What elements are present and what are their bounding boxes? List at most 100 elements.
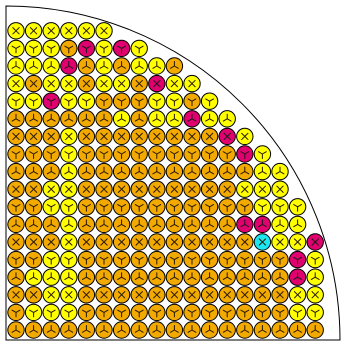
fuel-cell-r15-c1[interactable] bbox=[24, 268, 43, 286]
fuel-cell-r7-c2[interactable] bbox=[42, 127, 60, 146]
fuel-cell-r7-c1[interactable] bbox=[24, 127, 43, 146]
fuel-cell-r9-c9[interactable] bbox=[165, 162, 184, 181]
fuel-cell-r16-c15[interactable] bbox=[271, 286, 289, 304]
fuel-cell-r11-c12[interactable] bbox=[218, 198, 236, 216]
fuel-cell-r8-c4[interactable] bbox=[77, 145, 96, 163]
fuel-cell-r12-c10[interactable] bbox=[183, 215, 201, 234]
fuel-cell-r13-c0[interactable] bbox=[7, 233, 25, 251]
fuel-cell-r2-c0[interactable] bbox=[7, 39, 25, 58]
fuel-cell-r18-c11[interactable] bbox=[200, 321, 219, 339]
fuel-cell-r13-c7[interactable] bbox=[130, 233, 148, 251]
fuel-cell-r14-c5[interactable] bbox=[95, 250, 113, 269]
fuel-cell-r5-c9[interactable] bbox=[165, 92, 184, 110]
fuel-cell-r15-c13[interactable] bbox=[236, 268, 254, 286]
fuel-cell-r10-c3[interactable] bbox=[60, 180, 78, 198]
fuel-cell-r7-c4[interactable] bbox=[77, 127, 96, 146]
fuel-cell-r14-c1[interactable] bbox=[24, 250, 43, 269]
fuel-cell-r5-c5[interactable] bbox=[95, 92, 113, 110]
fuel-cell-r12-c6[interactable] bbox=[112, 215, 131, 234]
fuel-cell-r11-c8[interactable] bbox=[148, 198, 166, 216]
fuel-cell-r18-c9[interactable] bbox=[165, 321, 184, 339]
fuel-cell-r15-c4[interactable] bbox=[77, 268, 96, 286]
fuel-cell-r8-c10[interactable] bbox=[183, 145, 201, 163]
fuel-cell-r18-c2[interactable] bbox=[42, 321, 60, 339]
fuel-cell-r6-c4[interactable] bbox=[77, 110, 96, 128]
fuel-cell-r7-c11[interactable] bbox=[200, 127, 219, 146]
fuel-cell-r4-c8[interactable] bbox=[148, 74, 166, 93]
fuel-cell-r12-c1[interactable] bbox=[24, 215, 43, 234]
fuel-cell-r12-c3[interactable] bbox=[60, 215, 78, 234]
fuel-cell-r8-c6[interactable] bbox=[112, 145, 131, 163]
fuel-cell-r1-c3[interactable] bbox=[60, 22, 78, 40]
fuel-cell-r18-c13[interactable] bbox=[236, 321, 254, 339]
fuel-cell-r10-c13[interactable] bbox=[236, 180, 254, 198]
fuel-cell-r4-c6[interactable] bbox=[112, 74, 131, 93]
fuel-cell-r18-c12[interactable] bbox=[218, 321, 236, 339]
fuel-cell-r13-c6[interactable] bbox=[112, 233, 131, 251]
fuel-cell-r1-c1[interactable] bbox=[24, 22, 43, 40]
fuel-cell-r12-c5[interactable] bbox=[95, 215, 113, 234]
fuel-cell-r3-c8[interactable] bbox=[148, 57, 166, 75]
fuel-cell-r17-c16[interactable] bbox=[288, 303, 307, 322]
fuel-cell-r18-c7[interactable] bbox=[130, 321, 148, 339]
fuel-cell-r3-c6[interactable] bbox=[112, 57, 131, 75]
fuel-cell-r11-c5[interactable] bbox=[95, 198, 113, 216]
fuel-cell-r1-c0[interactable] bbox=[7, 22, 25, 40]
fuel-cell-r11-c9[interactable] bbox=[165, 198, 184, 216]
fuel-cell-r16-c16[interactable] bbox=[288, 286, 307, 304]
fuel-cell-r7-c0[interactable] bbox=[7, 127, 25, 146]
fuel-cell-r8-c2[interactable] bbox=[42, 145, 60, 163]
fuel-cell-r9-c8[interactable] bbox=[148, 162, 166, 181]
fuel-cell-r9-c15[interactable] bbox=[271, 162, 289, 181]
fuel-cell-r13-c9[interactable] bbox=[165, 233, 184, 251]
fuel-cell-r10-c1[interactable] bbox=[24, 180, 43, 198]
fuel-cell-r16-c11[interactable] bbox=[200, 286, 219, 304]
fuel-cell-r9-c4[interactable] bbox=[77, 162, 96, 181]
fuel-cell-r15-c6[interactable] bbox=[112, 268, 131, 286]
fuel-cell-r9-c3[interactable] bbox=[60, 162, 78, 181]
fuel-cell-r11-c10[interactable] bbox=[183, 198, 201, 216]
fuel-cell-r6-c5[interactable] bbox=[95, 110, 113, 128]
fuel-cell-r4-c0[interactable] bbox=[7, 74, 25, 93]
fuel-cell-r12-c7[interactable] bbox=[130, 215, 148, 234]
fuel-cell-r10-c7[interactable] bbox=[130, 180, 148, 198]
fuel-cell-r9-c5[interactable] bbox=[95, 162, 113, 181]
fuel-cell-r14-c8[interactable] bbox=[148, 250, 166, 269]
fuel-cell-r17-c0[interactable] bbox=[7, 303, 25, 322]
fuel-cell-r13-c1[interactable] bbox=[24, 233, 43, 251]
fuel-cell-r7-c8[interactable] bbox=[148, 127, 166, 146]
fuel-cell-r12-c12[interactable] bbox=[218, 215, 236, 234]
fuel-cell-r17-c8[interactable] bbox=[148, 303, 166, 322]
fuel-cell-r5-c4[interactable] bbox=[77, 92, 96, 110]
fuel-cell-r5-c1[interactable] bbox=[24, 92, 43, 110]
fuel-cell-r13-c4[interactable] bbox=[77, 233, 96, 251]
fuel-cell-r12-c8[interactable] bbox=[148, 215, 166, 234]
fuel-cell-r10-c15[interactable] bbox=[271, 180, 289, 198]
fuel-cell-r10-c2[interactable] bbox=[42, 180, 60, 198]
fuel-cell-r9-c14[interactable] bbox=[253, 162, 272, 181]
fuel-cell-r3-c2[interactable] bbox=[42, 57, 60, 75]
fuel-cell-r1-c5[interactable] bbox=[95, 22, 113, 40]
fuel-cell-r3-c1[interactable] bbox=[24, 57, 43, 75]
fuel-cell-r12-c9[interactable] bbox=[165, 215, 184, 234]
fuel-cell-r7-c5[interactable] bbox=[95, 127, 113, 146]
fuel-cell-r10-c10[interactable] bbox=[183, 180, 201, 198]
fuel-cell-r14-c15[interactable] bbox=[271, 250, 289, 269]
fuel-cell-r8-c13[interactable] bbox=[236, 145, 254, 163]
fuel-cell-r18-c6[interactable] bbox=[112, 321, 131, 339]
fuel-cell-r15-c9[interactable] bbox=[165, 268, 184, 286]
fuel-cell-r11-c1[interactable] bbox=[24, 198, 43, 216]
fuel-cell-r15-c0[interactable] bbox=[7, 268, 25, 286]
fuel-cell-r18-c1[interactable] bbox=[24, 321, 43, 339]
fuel-cell-r2-c4[interactable] bbox=[77, 39, 96, 58]
fuel-cell-r9-c1[interactable] bbox=[24, 162, 43, 181]
fuel-cell-r8-c8[interactable] bbox=[148, 145, 166, 163]
fuel-cell-r4-c7[interactable] bbox=[130, 74, 148, 93]
fuel-cell-r3-c9[interactable] bbox=[165, 57, 184, 75]
fuel-cell-r3-c3[interactable] bbox=[60, 57, 78, 75]
fuel-cell-r17-c7[interactable] bbox=[130, 303, 148, 322]
fuel-cell-r18-c14[interactable] bbox=[253, 321, 272, 339]
fuel-cell-r11-c4[interactable] bbox=[77, 198, 96, 216]
fuel-cell-r6-c2[interactable] bbox=[42, 110, 60, 128]
fuel-cell-r10-c0[interactable] bbox=[7, 180, 25, 198]
